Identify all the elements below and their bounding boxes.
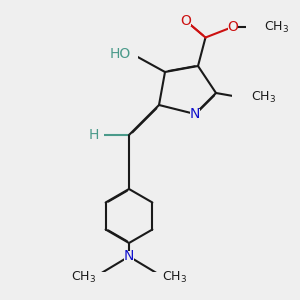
Bar — [123, 49, 138, 59]
Text: O: O — [227, 20, 238, 34]
Text: N: N — [190, 107, 200, 121]
Text: CH$_3$: CH$_3$ — [250, 90, 276, 105]
Bar — [228, 22, 238, 32]
Text: HO: HO — [109, 47, 130, 61]
Text: CH$_3$: CH$_3$ — [71, 270, 96, 285]
Text: CH$_3$: CH$_3$ — [162, 270, 187, 285]
Text: CH$_3$: CH$_3$ — [264, 20, 289, 34]
Bar — [143, 272, 180, 283]
Text: N: N — [124, 250, 134, 263]
Bar — [190, 109, 200, 119]
Bar — [94, 130, 104, 140]
Bar — [232, 92, 269, 103]
Text: H: H — [88, 128, 99, 142]
Bar — [246, 22, 283, 32]
Text: O: O — [181, 14, 191, 28]
Bar — [124, 251, 134, 262]
Bar — [77, 272, 115, 283]
Bar — [181, 16, 191, 26]
